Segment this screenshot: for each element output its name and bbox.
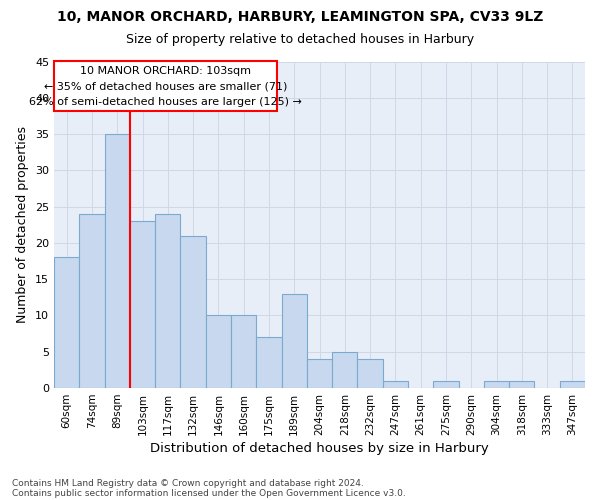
Bar — [281, 294, 307, 388]
Bar — [79, 214, 104, 388]
Bar — [130, 221, 155, 388]
Text: 10, MANOR ORCHARD, HARBURY, LEAMINGTON SPA, CV33 9LZ: 10, MANOR ORCHARD, HARBURY, LEAMINGTON S… — [57, 10, 543, 24]
Bar — [206, 316, 231, 388]
Text: 10 MANOR ORCHARD: 103sqm
← 35% of detached houses are smaller (71)
62% of semi-d: 10 MANOR ORCHARD: 103sqm ← 35% of detach… — [29, 66, 302, 107]
Bar — [560, 381, 585, 388]
Bar — [332, 352, 358, 388]
Bar — [433, 381, 458, 388]
Text: Contains public sector information licensed under the Open Government Licence v3: Contains public sector information licen… — [12, 488, 406, 498]
Bar — [231, 316, 256, 388]
X-axis label: Distribution of detached houses by size in Harbury: Distribution of detached houses by size … — [150, 442, 489, 455]
Bar — [358, 359, 383, 388]
Bar — [307, 359, 332, 388]
Bar — [509, 381, 535, 388]
Y-axis label: Number of detached properties: Number of detached properties — [16, 126, 29, 324]
Bar — [54, 62, 277, 111]
Bar — [484, 381, 509, 388]
Text: Contains HM Land Registry data © Crown copyright and database right 2024.: Contains HM Land Registry data © Crown c… — [12, 478, 364, 488]
Bar — [256, 338, 281, 388]
Text: Size of property relative to detached houses in Harbury: Size of property relative to detached ho… — [126, 32, 474, 46]
Bar — [155, 214, 181, 388]
Bar — [383, 381, 408, 388]
Bar — [54, 258, 79, 388]
Bar — [104, 134, 130, 388]
Bar — [181, 236, 206, 388]
